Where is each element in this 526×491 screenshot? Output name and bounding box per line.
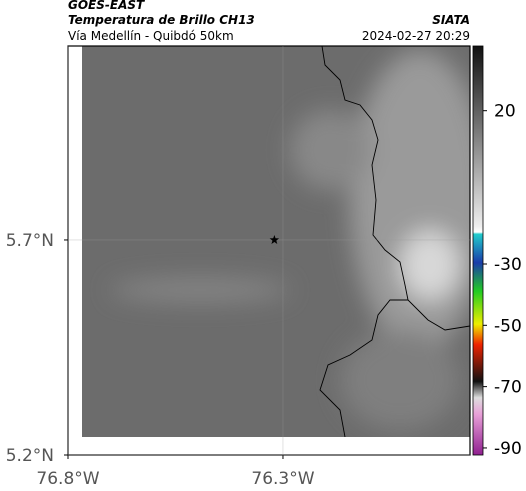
datetime: 2024-02-27 20:29 bbox=[362, 29, 470, 43]
agency: SIATA bbox=[432, 13, 470, 27]
colorbar-tick-label: -30 bbox=[494, 255, 522, 275]
x-tick-label: 76.8°W bbox=[36, 469, 99, 489]
colorbar-tick-label: -90 bbox=[494, 439, 522, 459]
colorbar-tick-label: -70 bbox=[494, 378, 522, 398]
satellite-image bbox=[82, 46, 470, 437]
colorbar-tick-label: 20 bbox=[494, 102, 516, 122]
x-tick-label: 76.3°W bbox=[251, 469, 314, 489]
y-tick-label: 5.7°N bbox=[6, 231, 54, 251]
colorbar-tick-label: -50 bbox=[494, 316, 522, 336]
subtitle: Temperatura de Brillo CH13 bbox=[68, 13, 255, 27]
location-marker bbox=[269, 235, 280, 244]
location: Vía Medellín - Quibdó 50km bbox=[68, 29, 234, 43]
colorbar bbox=[472, 45, 484, 456]
y-tick-label: 5.2°N bbox=[6, 446, 54, 466]
title: GOES-EAST bbox=[68, 0, 145, 12]
